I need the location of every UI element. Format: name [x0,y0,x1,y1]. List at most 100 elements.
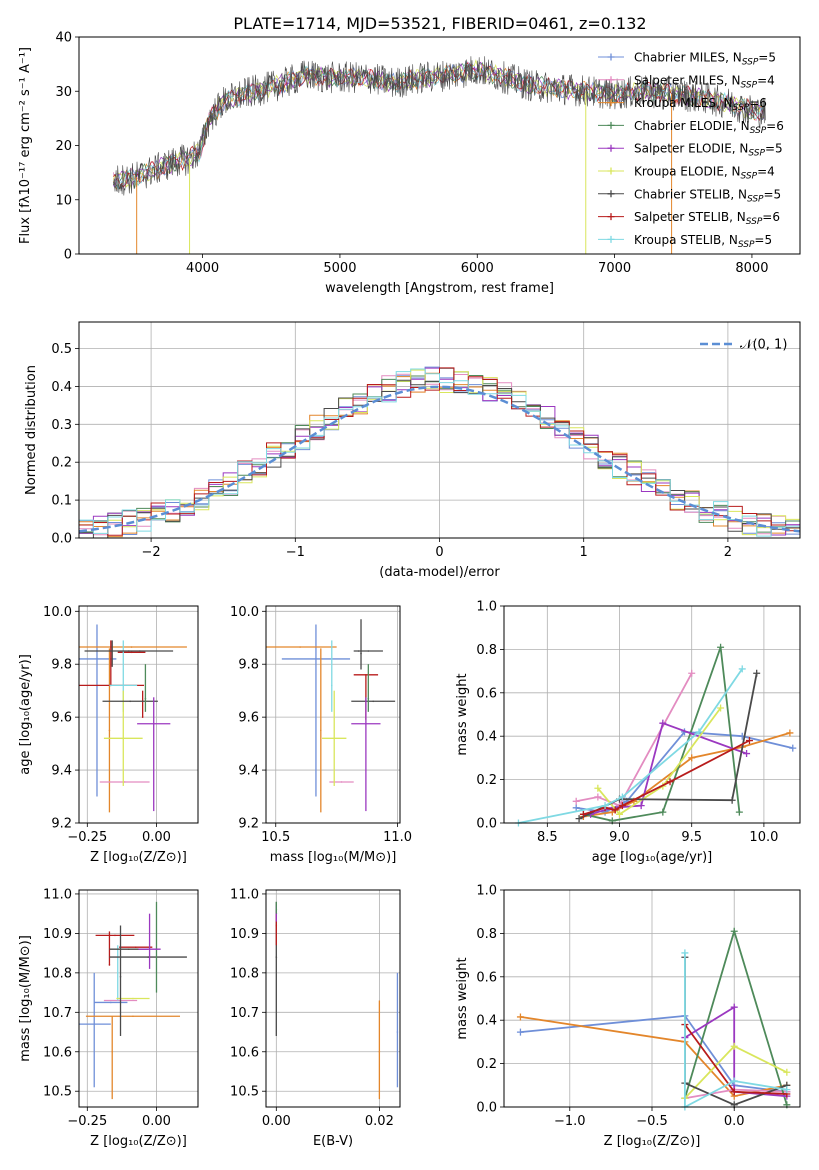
legend-label-text: Salpeter MILES, N [634,73,741,87]
y-tick-label: 11.0 [43,887,72,902]
plus-marker [730,1003,738,1011]
x-tick-label: 2 [724,545,732,560]
y-tick-label: 0 [64,248,72,263]
y-tick-label: 10.8 [230,966,259,981]
plus-marker [730,1077,738,1085]
plus-marker [607,99,615,107]
spectrum-panel: 4000 5000 6000 7000 8000 0 10 20 30 40 wavelength … [18,31,801,296]
data-point [132,997,134,1000]
mass-vs-ebv-panel: 0.00 0.02 10.5 10.6 10.7 10.8 10.9 11.0 E(B-V) [230,887,401,1149]
y-tick-label: 9.2 [238,817,259,832]
plus-marker [618,802,626,810]
y-tick-label: 10.5 [43,1085,72,1100]
data-point [116,972,119,974]
x-tick-label: 0.00 [262,1114,291,1129]
y-tick-label: 0.5 [51,342,72,357]
y-tick-label: 10.6 [230,1045,259,1060]
legend-label-tail: =6 [749,96,767,110]
residual-histogram [79,368,800,538]
y-tick-label: 0.8 [476,927,497,942]
data-point [111,650,114,652]
legend-label-sub: SSP [746,217,763,227]
data-point [141,716,144,718]
y-tick-label: 0.3 [51,418,72,433]
legend-label-sub: SSP [747,194,764,204]
legend-label-sub: SSP [748,149,765,159]
legend-label: Kroupa ELODIE, NSSP=4 [634,165,775,182]
data-point [132,1015,134,1018]
y-tick-label: 0.4 [476,730,497,745]
x-tick-label: 9.5 [681,830,702,845]
x-tick-label: 5000 [323,261,356,276]
data-point [144,697,147,700]
y-tick-label: 9.2 [51,817,72,832]
legend-label-text: Kroupa ELODIE, N [634,165,741,179]
y-tick-label: 40 [55,31,72,46]
plus-marker [607,235,615,243]
y-tick-label: 10.0 [43,605,72,620]
data-point [152,722,155,725]
x-tick-label: −0.25 [67,1114,107,1129]
data-point [122,737,125,740]
data-point [110,1001,112,1004]
data-point [108,729,111,732]
legend-label-tail: =6 [762,210,780,224]
legend-label-text: Salpeter ELODIE, N [634,142,748,156]
y-tick-label: 0.8 [476,643,497,658]
data-point [275,924,278,927]
weight-series-line [520,1014,787,1093]
legend-label: Salpeter ELODIE, NSSP=5 [634,142,783,159]
legend-label-text: Chabrier STELIB, N [634,187,747,201]
plus-marker [717,704,725,712]
x-tick-label: 0 [435,545,443,560]
normal-curve [79,385,800,533]
x-axis-label: mass [log₁₀(M/M⊙)] [270,850,397,865]
axes-frame [78,889,199,1108]
legend-label-sub: SSP [741,80,758,90]
histograms [79,366,800,538]
legend-label-tail: =4 [757,73,775,87]
y-axis-label: Normed distribution [24,365,39,495]
plus-marker [516,1028,524,1036]
plus-marker [607,121,615,129]
x-axis-label: wavelength [Angstrom, rest frame] [325,281,554,296]
weight-series-line [583,732,791,818]
data-point [119,976,122,978]
plus-marker [516,1013,524,1021]
weight-series-line [583,739,750,816]
data-point [315,658,317,660]
y-tick-label: 11.0 [230,887,259,902]
x-tick-label: 0.02 [365,1114,394,1129]
weight-vs-age-panel: 8.5 9.0 9.5 10.0 0.0 0.2 0.4 0.6 0.8 1.0 age [log₁… [455,600,801,865]
x-tick-label: −2 [142,545,161,560]
legend-label: Salpeter MILES, NSSP=4 [634,73,775,90]
data-point [365,722,367,725]
data-point [320,729,322,732]
y-tick-label: 0.4 [51,380,72,395]
legend-label-tail: =5 [758,51,776,65]
plus-marker [607,144,615,152]
data-point [147,956,149,958]
data-point [130,651,133,654]
plus-marker [594,793,602,801]
legend-label: Chabrier ELODIE, NSSP=6 [634,119,784,136]
y-tick-label: 10.7 [43,1006,72,1021]
x-axis-label: Z [log₁₀(Z/Z⊙)] [90,850,187,865]
figure-title: PLATE=1714, MJD=53521, FIBERID=0461, z=0… [233,14,646,33]
plus-marker [618,793,626,801]
x-tick-label: 7000 [598,261,631,276]
x-tick-label: 11.0 [383,830,412,845]
plus-marker [637,802,645,810]
data-point [330,684,333,687]
data-point [114,934,116,937]
y-tick-label: 9.8 [51,658,72,673]
axes-frame [78,605,199,824]
y-tick-label: 20 [55,139,72,154]
legend-label-tail: =5 [754,233,772,247]
y-tick-label: 0.0 [476,817,497,832]
x-tick-label: −1.0 [554,1114,586,1129]
y-tick-label: 10.8 [43,966,72,981]
x-tick-label: 0.0 [724,1114,745,1129]
y-tick-label: 0.2 [476,1057,497,1072]
